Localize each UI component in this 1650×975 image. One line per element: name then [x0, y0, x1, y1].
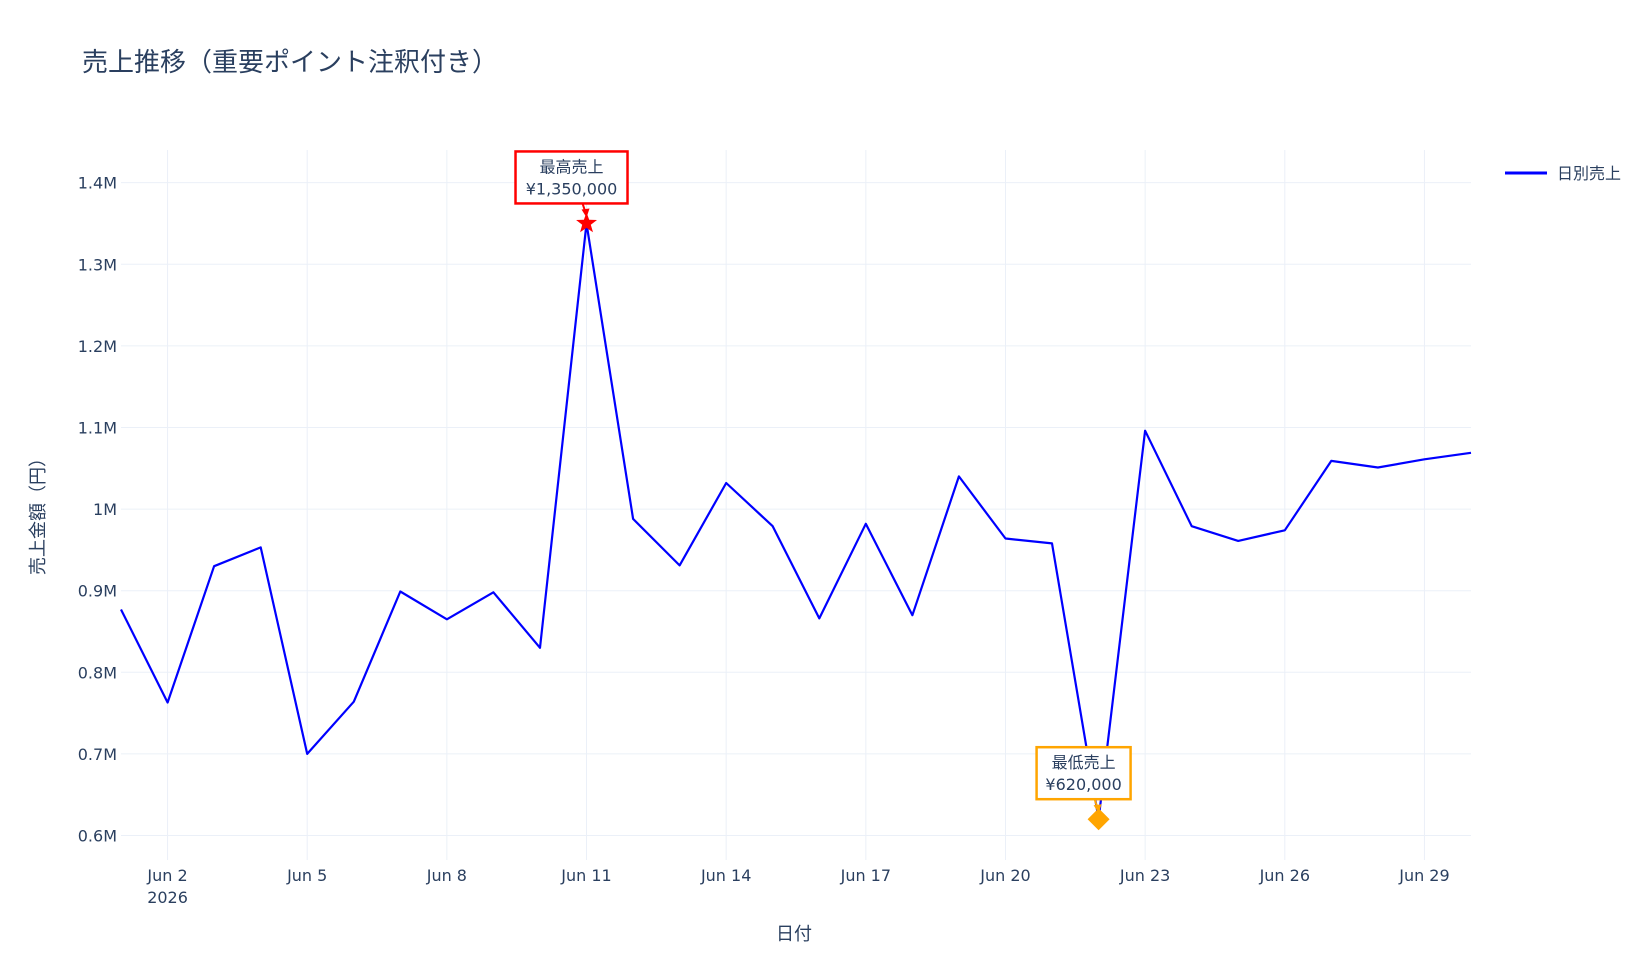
x-tick-label: Jun 11 — [560, 866, 611, 885]
y-tick-label: 0.6M — [78, 827, 117, 846]
y-tick-label: 0.8M — [78, 663, 117, 682]
x-tick-year-label: 2026 — [147, 888, 188, 907]
max-point-marker[interactable] — [576, 212, 597, 233]
legend[interactable]: 日別売上 — [1505, 164, 1621, 183]
x-tick-label: Jun 29 — [1398, 866, 1449, 885]
x-axis: Jun 2 2026 Jun 5 Jun 8 Jun 11 Jun 14 Jun 17 Jun… — [146, 866, 1449, 907]
annotation-arrowhead — [1093, 804, 1102, 814]
y-tick-label: 1.3M — [78, 255, 117, 274]
x-tick-label: Jun 17 — [840, 866, 891, 885]
min-point-marker[interactable] — [1087, 808, 1110, 831]
y-axis-title: 売上金額（円） — [28, 449, 49, 575]
annotation-arrowhead — [581, 208, 590, 218]
plot-area — [120, 222, 1472, 821]
annotation-label: 最高売上 — [540, 157, 604, 176]
annotation-value: ¥620,000 — [1045, 775, 1121, 794]
x-tick-label: Jun 20 — [979, 866, 1030, 885]
annotations: 最高売上 ¥1,350,000 最低売上 ¥620,000 — [514, 150, 1132, 831]
y-tick-label: 1.4M — [78, 174, 117, 193]
x-tick-label: Jun 5 — [286, 866, 327, 885]
grid — [121, 150, 1471, 860]
y-tick-label: 0.7M — [78, 745, 117, 764]
y-tick-label: 0.9M — [78, 582, 117, 601]
x-tick-label: Jun 14 — [700, 866, 751, 885]
annotation-box — [514, 150, 629, 205]
x-tick-label: Jun 26 — [1259, 866, 1310, 885]
x-tick-label: Jun 23 — [1119, 866, 1170, 885]
x-tick-label: Jun 2 — [146, 866, 187, 885]
annotation-label: 最低売上 — [1052, 753, 1116, 772]
x-tick-label: Jun 8 — [426, 866, 467, 885]
annotation-box — [1035, 745, 1132, 801]
annotation-value: ¥1,350,000 — [526, 179, 618, 198]
y-tick-label: 1.2M — [78, 337, 117, 356]
y-tick-label: 1.1M — [78, 418, 117, 437]
legend-label: 日別売上 — [1557, 164, 1621, 183]
x-axis-title: 日付 — [776, 924, 812, 945]
chart-title: 売上推移（重要ポイント注釈付き） — [82, 48, 498, 78]
y-tick-label: 1M — [93, 500, 117, 519]
y-axis: 0.6M 0.7M 0.8M 0.9M 1M 1.1M 1.2M 1.3M 1.4M — [78, 174, 117, 846]
series-line[interactable] — [120, 222, 1472, 821]
